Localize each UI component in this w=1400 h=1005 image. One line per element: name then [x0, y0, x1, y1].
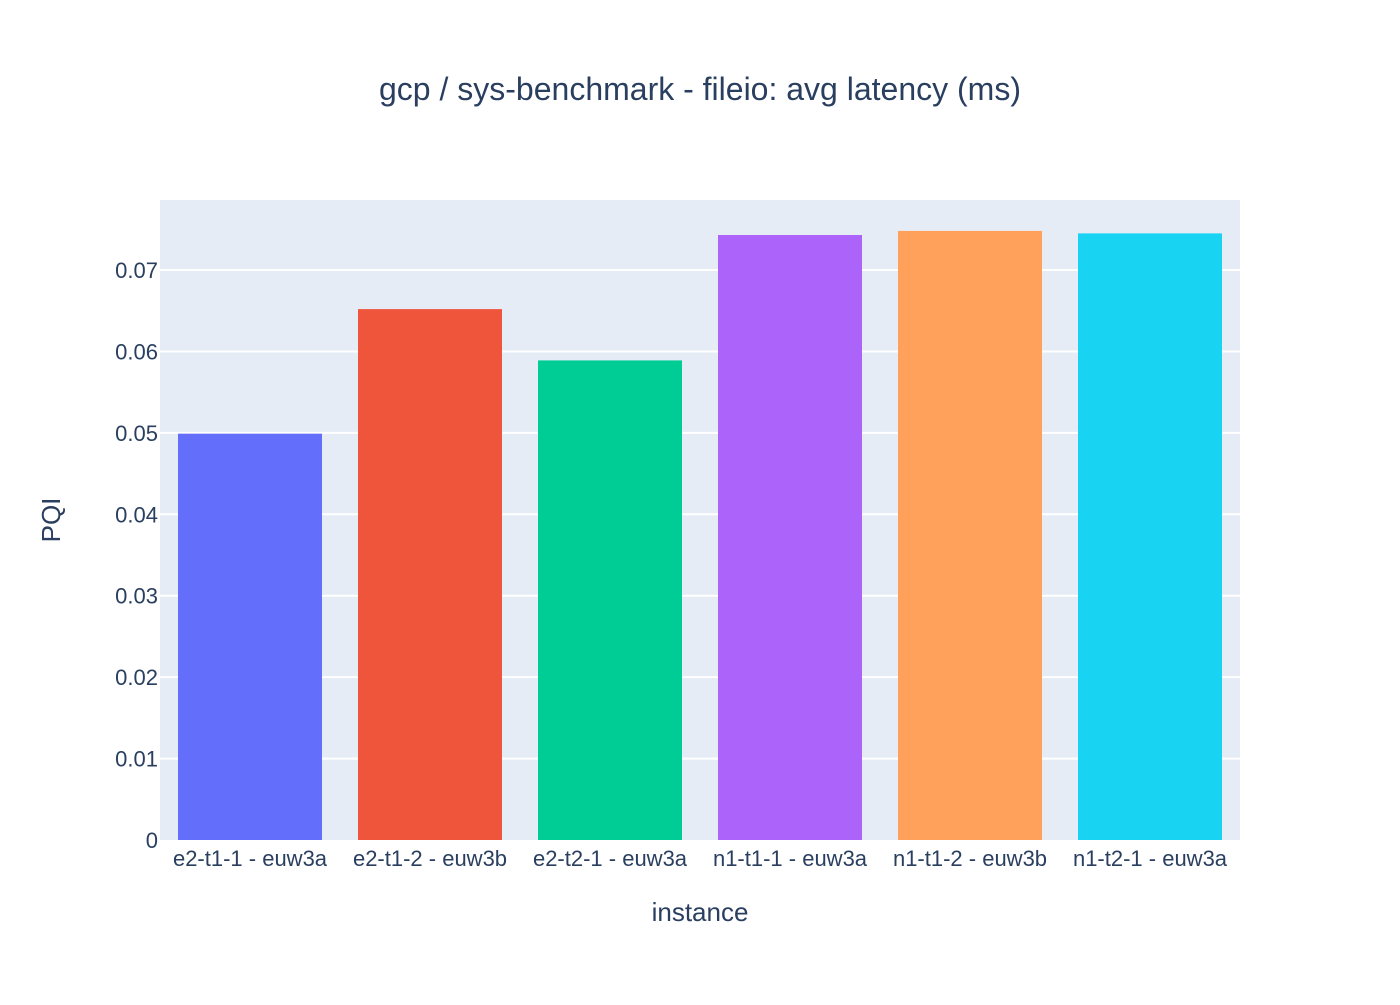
bar-e2-t2-1-euw3a[interactable]	[538, 360, 682, 840]
chart-title: gcp / sys-benchmark - fileio: avg latenc…	[379, 71, 1021, 107]
y-axis-label: PQI	[36, 498, 66, 543]
y-tick-label: 0.06	[115, 339, 158, 364]
x-axis-ticks: e2-t1-1 - euw3a e2-t1-2 - euw3b e2-t2-1 - …	[173, 846, 1228, 871]
bars-group	[178, 230, 1222, 841]
y-tick-label: 0.05	[115, 421, 158, 446]
bar-n1-t2-1-euw3a[interactable]	[1078, 233, 1222, 840]
y-tick-label: 0.04	[115, 502, 158, 527]
plot-area	[160, 200, 1240, 840]
y-tick-label: 0	[146, 828, 158, 853]
y-tick-label: 0.03	[115, 584, 158, 609]
y-axis-ticks: 0 0.01 0.02 0.03 0.04 0.05 0.06 0.07	[115, 258, 158, 853]
y-tick-label: 0.02	[115, 665, 158, 690]
x-tick-label: e2-t1-1 - euw3a	[173, 846, 328, 871]
bar-e2-t1-1-euw3a[interactable]	[178, 433, 322, 840]
x-tick-label: n1-t2-1 - euw3a	[1073, 846, 1228, 871]
x-tick-label: e2-t2-1 - euw3a	[533, 846, 688, 871]
y-gridlines	[160, 269, 1240, 760]
y-tick-label: 0.01	[115, 747, 158, 772]
x-tick-label: e2-t1-2 - euw3b	[353, 846, 507, 871]
bar-n1-t1-2-euw3b[interactable]	[898, 230, 1042, 841]
y-tick-label: 0.07	[115, 258, 158, 283]
bar-e2-t1-2-euw3b[interactable]	[358, 309, 502, 841]
x-tick-label: n1-t1-2 - euw3b	[893, 846, 1047, 871]
bar-n1-t1-1-euw3a[interactable]	[718, 235, 862, 841]
x-tick-label: n1-t1-1 - euw3a	[713, 846, 868, 871]
x-axis-label: instance	[652, 897, 749, 927]
